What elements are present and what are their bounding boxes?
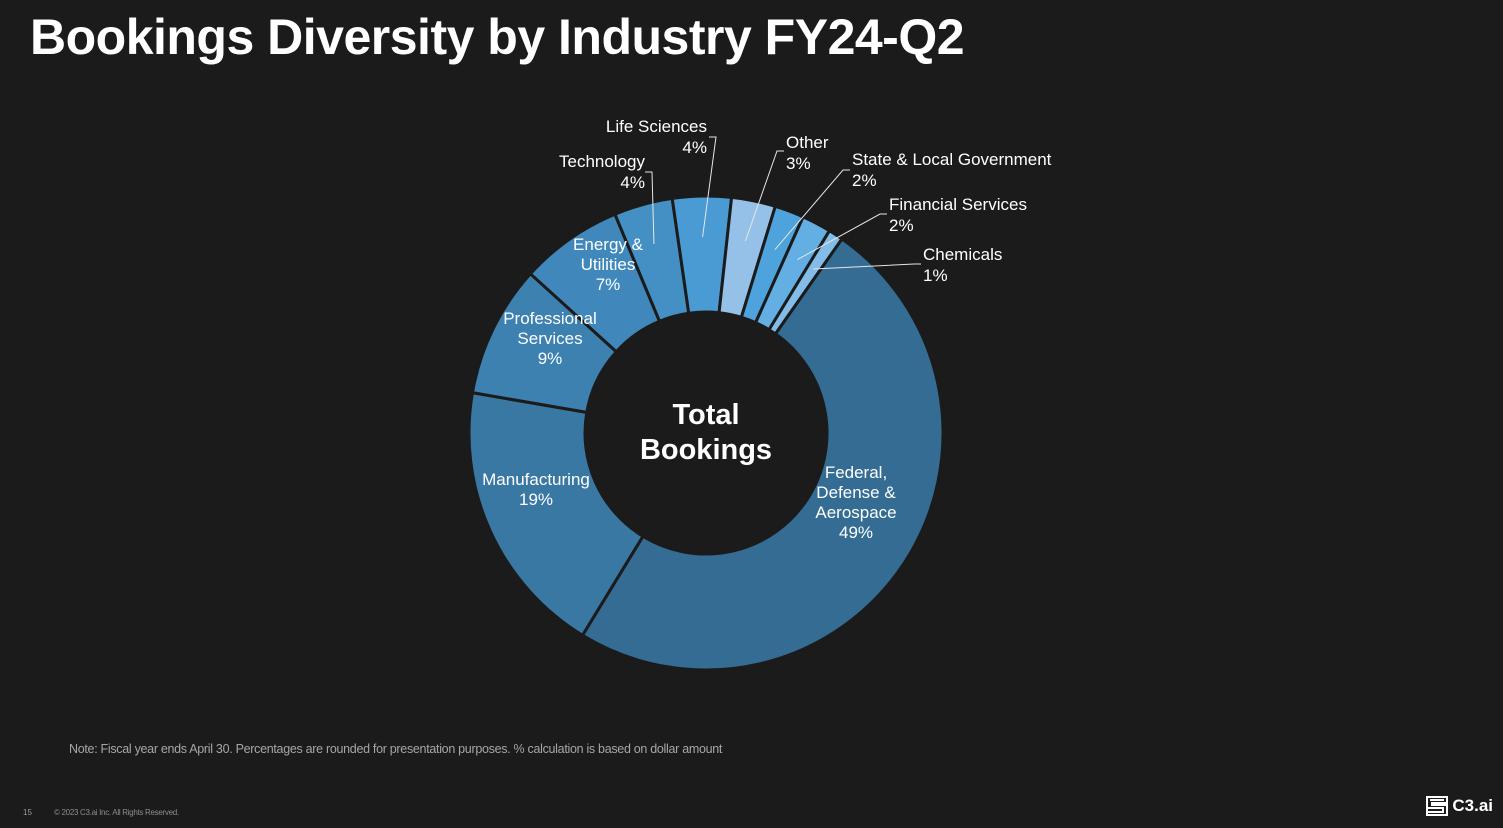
data-label-name: Energy & (573, 235, 644, 254)
data-label-name: Services (517, 329, 582, 348)
data-label-value: 3% (786, 154, 811, 173)
leader-line (744, 150, 784, 242)
data-label-name: Federal, (825, 463, 887, 482)
data-label-name: Professional (503, 309, 597, 328)
slide-title: Bookings Diversity by Industry FY24-Q2 (30, 9, 965, 65)
c3-logo-icon (1426, 796, 1449, 816)
data-label-name: Aerospace (815, 503, 896, 522)
data-label-value: 2% (852, 171, 877, 190)
slice-chemicals (766, 228, 845, 336)
data-label-name: Technology (559, 152, 646, 171)
data-label-name: State & Local Government (852, 150, 1052, 169)
center-label-line: Bookings (640, 434, 772, 466)
copyright-text: © 2023 C3.ai Inc. All Rights Reserved. (54, 808, 179, 817)
data-label-name: Manufacturing (482, 470, 590, 489)
center-label: Total Bookings (640, 399, 772, 466)
logo-text: C3.ai (1452, 796, 1493, 815)
leader-line (774, 169, 850, 250)
data-label-value: 9% (538, 349, 563, 368)
data-label-name: Defense & (816, 483, 896, 502)
slice-federal-defense-aerospace (580, 236, 945, 672)
data-label-value: 4% (682, 138, 707, 157)
company-logo: C3.ai (1426, 796, 1493, 816)
slices-layer (467, 194, 945, 672)
leader-lines-layer (645, 136, 921, 270)
center-label-line: Total (672, 399, 739, 431)
leader-line (813, 263, 921, 270)
data-label-value: 49% (839, 523, 873, 542)
leader-line (797, 213, 887, 261)
data-label-value: 4% (620, 173, 645, 192)
slice-manufacturing (467, 390, 646, 638)
data-label-name: Other (786, 133, 829, 152)
leader-line (702, 136, 717, 238)
data-label-name: Financial Services (889, 195, 1027, 214)
page-number: 15 (23, 808, 32, 817)
leader-line (645, 171, 655, 245)
data-label-name: Life Sciences (606, 117, 707, 136)
data-label-name: Utilities (581, 255, 636, 274)
footnote: Note: Fiscal year ends April 30. Percent… (69, 742, 723, 756)
data-label-value: 19% (519, 490, 553, 509)
data-label-name: Chemicals (923, 245, 1002, 264)
data-label-value: 7% (596, 275, 621, 294)
data-label-value: 2% (889, 216, 914, 235)
data-label-value: 1% (923, 266, 948, 285)
